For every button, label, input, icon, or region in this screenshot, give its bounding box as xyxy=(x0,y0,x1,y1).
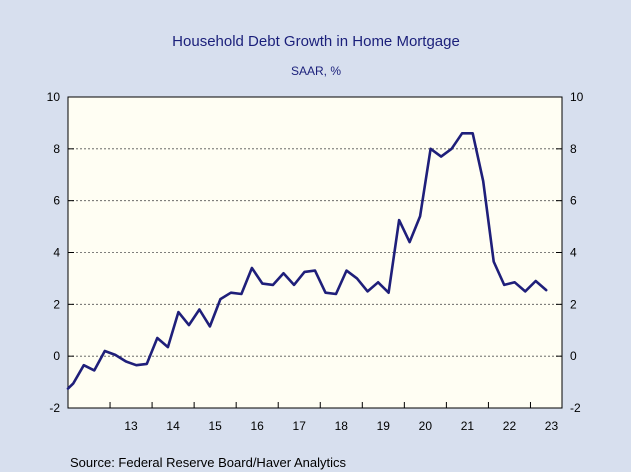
y-tick-label-right: 0 xyxy=(570,349,577,363)
x-tick-label: 18 xyxy=(335,419,349,433)
x-axis: 13 14 15 16 17 18 19 20 21 22 23 xyxy=(124,419,558,433)
y-tick-label-right: 8 xyxy=(570,142,577,156)
y-axis-left: -2 0 2 4 6 8 10 xyxy=(47,90,61,415)
x-tick-label: 17 xyxy=(293,419,307,433)
y-tick-label-left: 6 xyxy=(53,194,60,208)
y-tick-label-left: 2 xyxy=(53,297,60,311)
x-tick-label: 13 xyxy=(124,419,138,433)
y-tick-label-right: 4 xyxy=(570,246,577,260)
y-tick-label-right: -2 xyxy=(570,401,581,415)
axis-ticks xyxy=(67,96,562,409)
x-tick-label: 20 xyxy=(419,419,433,433)
x-tick-label: 16 xyxy=(251,419,265,433)
y-tick-label-right: 2 xyxy=(570,297,577,311)
y-tick-label-right: 6 xyxy=(570,194,577,208)
x-tick-label: 22 xyxy=(503,419,517,433)
source-note: Source: Federal Reserve Board/Haver Anal… xyxy=(70,455,347,470)
y-tick-label-left: 4 xyxy=(53,246,60,260)
y-tick-label-left: 0 xyxy=(53,349,60,363)
x-tick-label: 23 xyxy=(545,419,559,433)
x-tick-label: 14 xyxy=(166,419,180,433)
chart-title: Household Debt Growth in Home Mortgage xyxy=(172,33,460,50)
x-tick-label: 19 xyxy=(377,419,391,433)
series-line xyxy=(66,132,548,390)
y-tick-label-left: 8 xyxy=(53,142,60,156)
y-axis-right: -2 0 2 4 6 8 10 xyxy=(570,90,584,415)
y-tick-label-left: -2 xyxy=(49,401,60,415)
y-tick-label-right: 10 xyxy=(570,90,584,104)
plot-area xyxy=(67,96,563,409)
x-tick-label: 15 xyxy=(208,419,222,433)
x-tick-label: 21 xyxy=(461,419,475,433)
chart-subtitle: SAAR, % xyxy=(291,64,341,78)
y-tick-label-left: 10 xyxy=(47,90,61,104)
